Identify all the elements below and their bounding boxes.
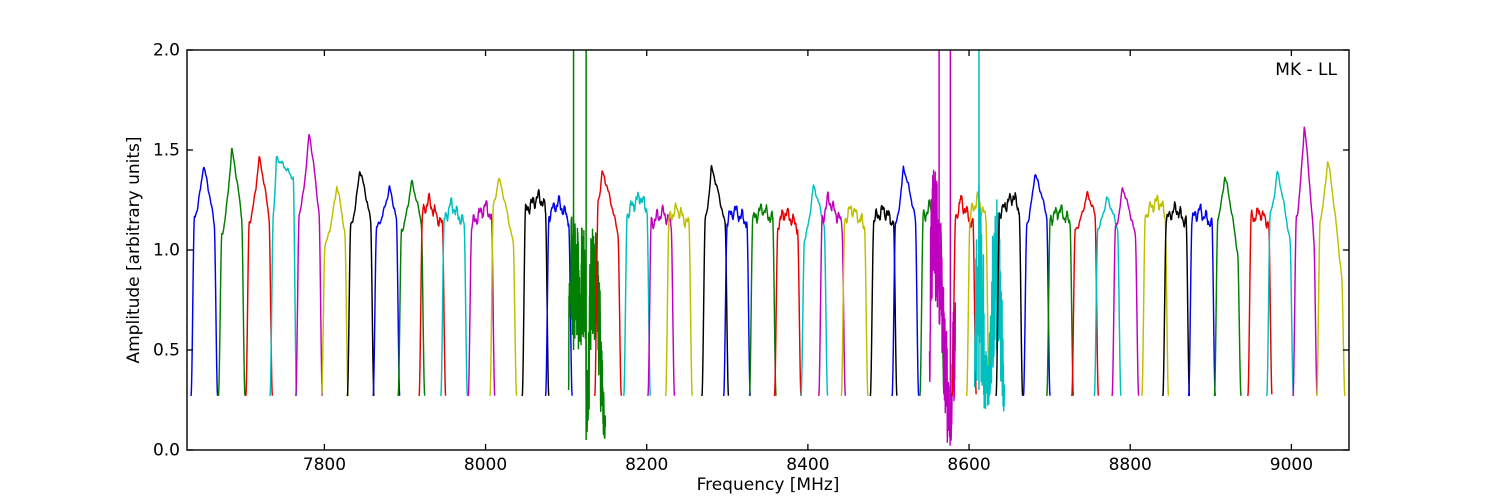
y-axis-label: Amplitude [arbitrary units] xyxy=(124,136,144,363)
band-curve-15-g xyxy=(567,214,607,439)
plot-frame xyxy=(186,49,1350,451)
band-curve-1-g xyxy=(217,147,246,397)
band-curve-42-b xyxy=(1187,203,1216,397)
band-curve-17-c xyxy=(623,191,651,397)
band-curve-5-y xyxy=(320,185,349,397)
x-axis-label: Frequency [MHz] xyxy=(697,475,840,495)
band-curve-3-c xyxy=(269,155,298,397)
x-tick-label: 8200 xyxy=(625,455,668,475)
x-tick-label: 8400 xyxy=(786,455,829,475)
band-curve-8-g xyxy=(397,179,426,397)
band-curve-10-c xyxy=(440,197,469,397)
band-curve-32-y xyxy=(965,191,990,397)
band-curve-14-b xyxy=(544,195,573,397)
axis-ticks: 7800 8000 8200 8400 8600 8800 9000 0.0 0.5 1.0 1.5… xyxy=(153,41,1349,475)
x-tick-label: 7800 xyxy=(303,455,346,475)
band-curve-46-m xyxy=(1292,126,1318,397)
band-curve-13-k xyxy=(521,189,550,397)
band-curve-30-m xyxy=(928,169,957,446)
band-curve-26-y xyxy=(840,205,869,397)
band-curve-22-g xyxy=(748,203,777,397)
band-curve-39-m xyxy=(1111,187,1140,397)
band-curve-23-r xyxy=(773,207,802,397)
bandpass-curves xyxy=(190,50,1346,446)
y-tick-label: 0.0 xyxy=(153,441,180,461)
band-curve-34-k xyxy=(995,192,1024,397)
band-curve-2-r xyxy=(245,156,274,397)
y-tick-label: 1.5 xyxy=(153,141,180,161)
band-curve-7-b xyxy=(372,185,401,397)
band-curve-20-k xyxy=(701,164,730,397)
band-curve-11-m xyxy=(467,200,496,397)
x-tick-label: 8000 xyxy=(464,455,507,475)
x-tick-label: 8600 xyxy=(947,455,990,475)
band-curve-16-r xyxy=(594,170,622,397)
band-curve-31-r xyxy=(951,194,977,397)
x-tick-label: 8800 xyxy=(1109,455,1152,475)
band-curve-24-c xyxy=(800,184,829,397)
y-tick-label: 1.0 xyxy=(153,241,180,261)
band-curve-38-c xyxy=(1093,196,1122,397)
band-curve-21-b xyxy=(722,205,751,397)
band-curve-37-r xyxy=(1071,191,1100,397)
band-curve-18-m xyxy=(647,204,676,397)
band-curve-0-b xyxy=(190,166,219,397)
band-curve-44-r xyxy=(1247,207,1273,397)
band-curve-9-r xyxy=(418,192,447,397)
band-curve-40-y xyxy=(1141,194,1170,397)
band-curve-12-y xyxy=(489,177,518,397)
band-curve-43-g xyxy=(1213,176,1242,397)
band-curve-27-k xyxy=(869,204,898,397)
band-curve-33-c xyxy=(973,183,1006,412)
band-curve-6-k xyxy=(346,171,375,397)
band-curve-36-g xyxy=(1046,204,1075,397)
band-curve-19-y xyxy=(664,202,693,397)
band-curve-4-m xyxy=(295,133,324,397)
band-curve-35-b xyxy=(1022,174,1051,397)
x-tick-label: 9000 xyxy=(1270,455,1313,475)
y-tick-label: 0.5 xyxy=(153,341,180,361)
band-curve-41-k xyxy=(1162,201,1191,397)
band-curve-45-c xyxy=(1266,170,1295,397)
station-polarization-label: MK - LL xyxy=(1275,60,1337,80)
band-curve-28-b xyxy=(891,165,920,397)
band-curve-47-y xyxy=(1316,161,1346,397)
band-curve-25-m xyxy=(818,191,847,397)
y-tick-label: 2.0 xyxy=(153,41,180,61)
